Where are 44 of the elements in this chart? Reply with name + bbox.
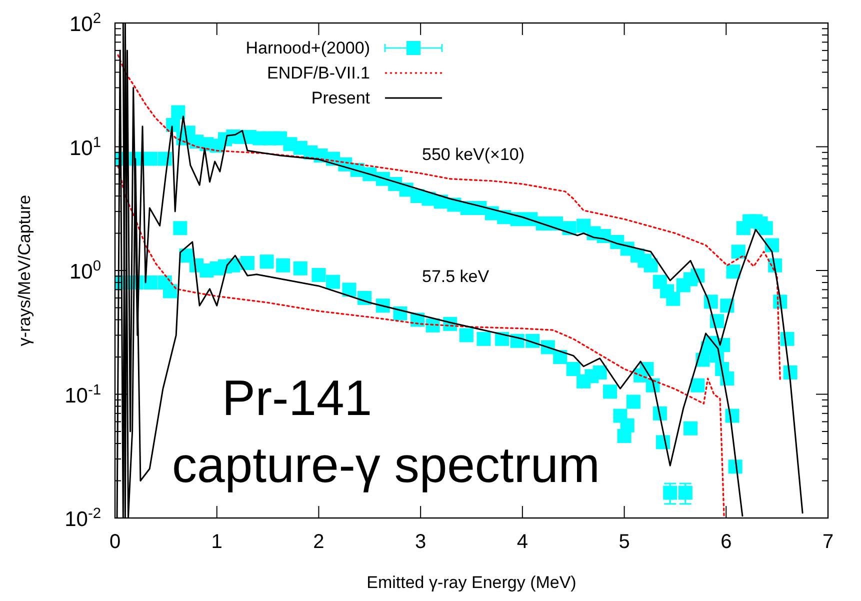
- y-tick-label: 10$^{-2}$: [64, 506, 101, 531]
- point: [663, 486, 678, 500]
- y-tick-label: 10$^{0}$: [69, 258, 101, 284]
- y-axis-title: γ-rays/MeV/Capture: [15, 194, 34, 346]
- point: [690, 378, 705, 392]
- x-tick-label: 1: [211, 531, 222, 553]
- annotation: 57.5 keV: [422, 267, 490, 286]
- x-axis-title: Emitted γ-ray Energy (MeV): [366, 573, 576, 592]
- point: [276, 258, 290, 272]
- legend-label: Present: [311, 88, 370, 108]
- y-tick-label: 10$^{1}$: [69, 134, 101, 160]
- x-tick-label: 0: [109, 531, 121, 553]
- point: [476, 332, 491, 346]
- point: [173, 221, 188, 236]
- legend-label: Harnood+(2000): [246, 38, 370, 58]
- point: [626, 394, 640, 409]
- point: [240, 256, 254, 270]
- point: [683, 421, 698, 436]
- x-tick-label: 2: [313, 531, 324, 553]
- legend-label: ENDF/B-VII.1: [267, 64, 370, 82]
- point: [553, 350, 568, 364]
- x-tick-label: 3: [415, 531, 426, 553]
- y-tick-label: 10$^{2}$: [69, 11, 101, 36]
- x-tick-label: 7: [822, 531, 834, 553]
- x-tick-label: 4: [516, 531, 528, 553]
- x-tick-label: 6: [720, 531, 732, 553]
- point: [326, 274, 340, 289]
- y-tick-label: 10$^{-1}$: [64, 382, 101, 408]
- annotation: 550 keV(×10): [422, 145, 525, 164]
- point: [459, 328, 474, 342]
- point: [592, 365, 607, 380]
- point: [620, 418, 634, 432]
- point: [293, 261, 308, 276]
- annotation: capture-γ spectrum: [172, 437, 600, 493]
- point: [260, 254, 274, 269]
- point: [312, 268, 326, 282]
- point: [603, 384, 618, 399]
- point: [566, 362, 580, 376]
- x-tick-label: 5: [618, 531, 630, 553]
- point: [678, 486, 692, 500]
- annotation: Pr-141: [222, 370, 372, 426]
- point: [144, 275, 158, 290]
- point: [342, 282, 356, 297]
- point: [163, 284, 178, 298]
